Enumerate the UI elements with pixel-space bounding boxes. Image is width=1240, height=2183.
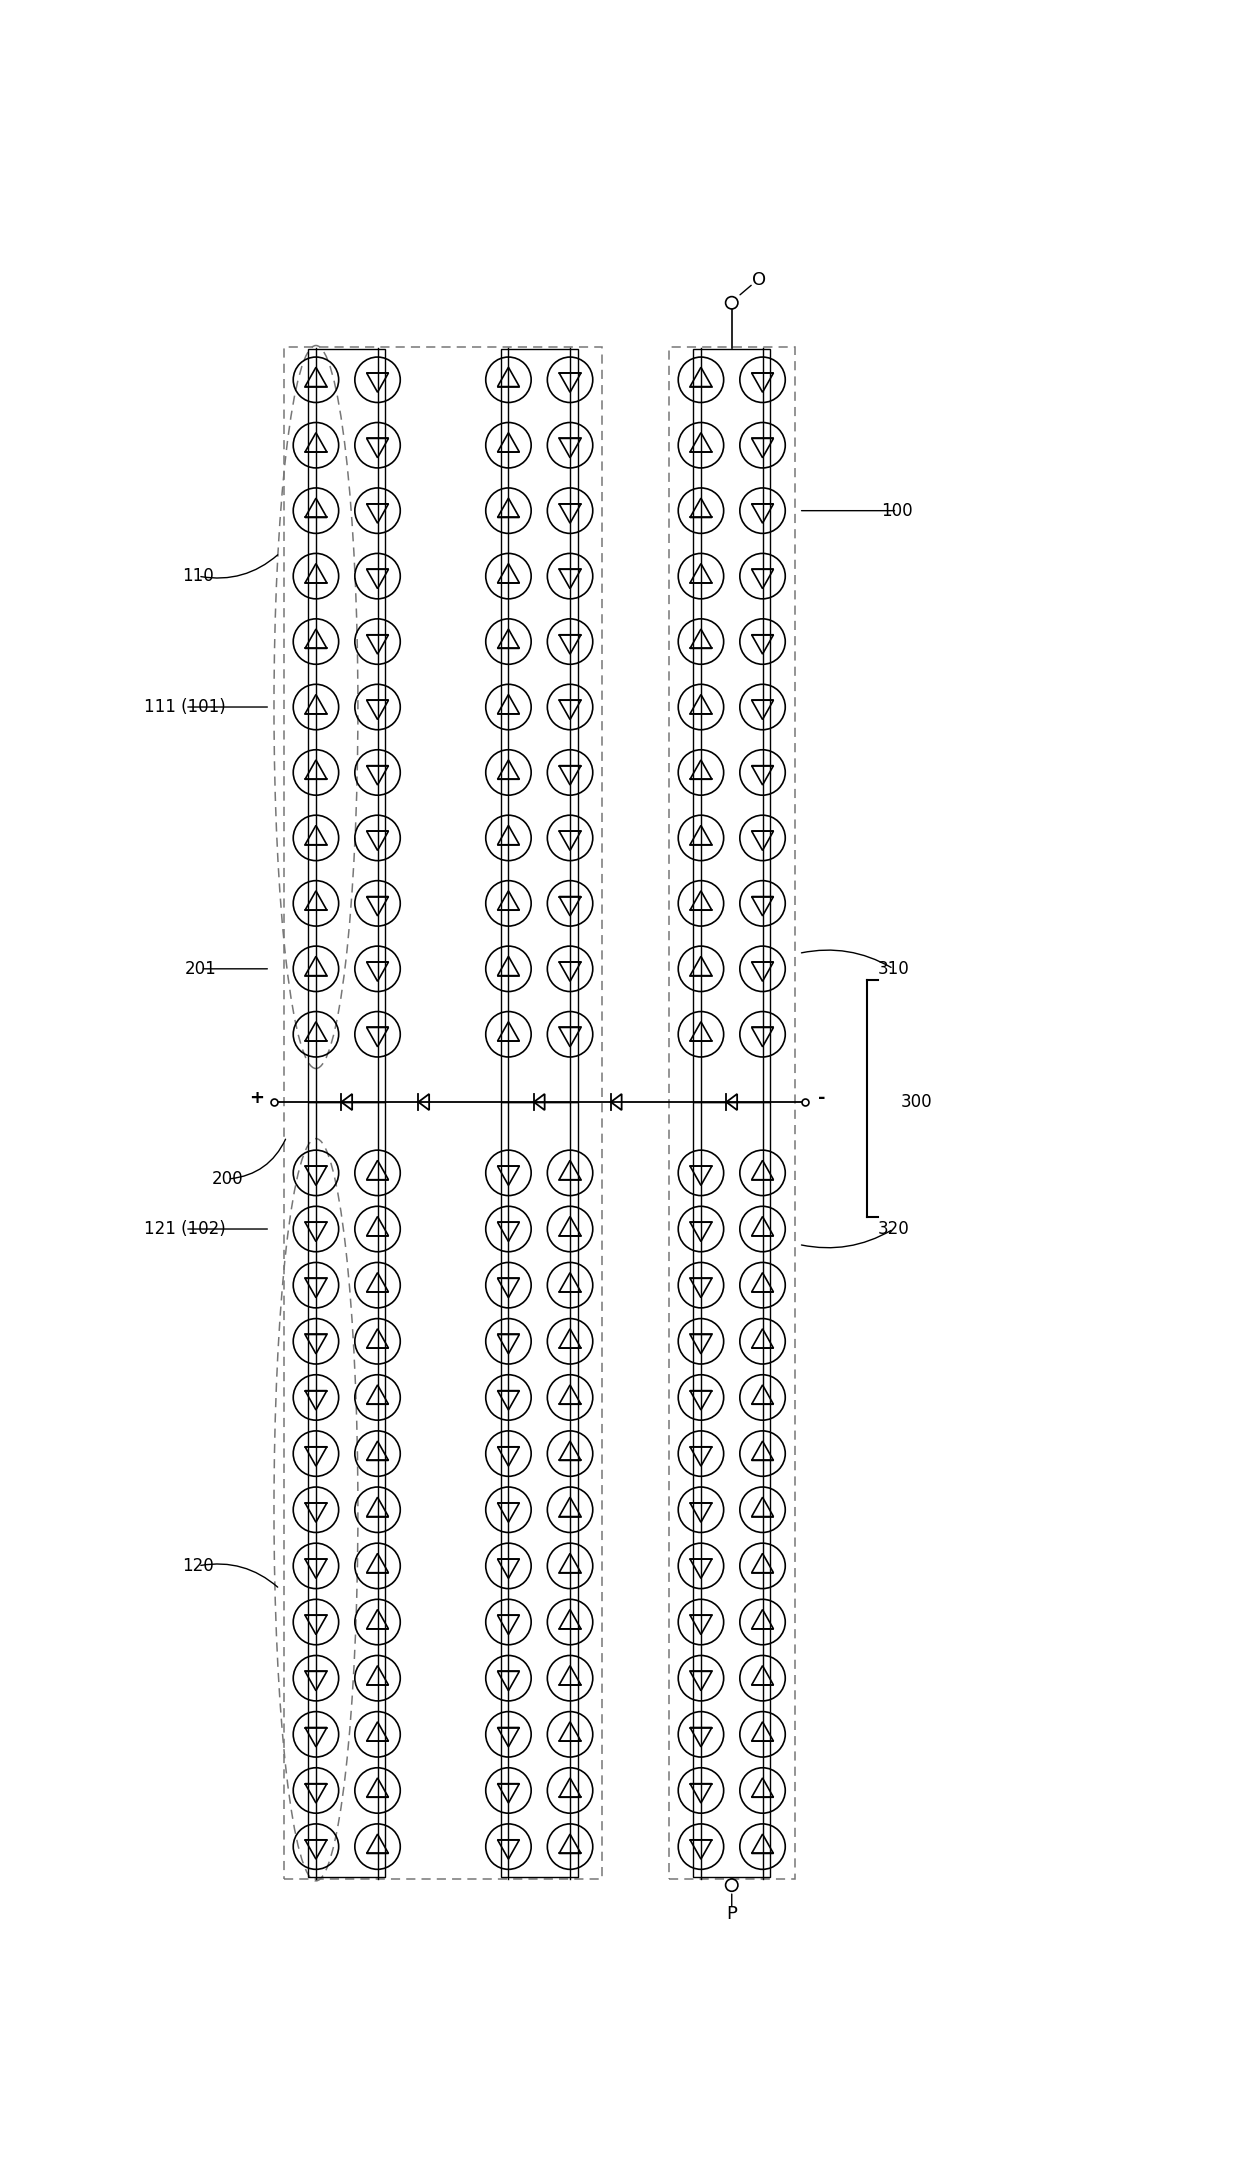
Text: 300: 300 xyxy=(901,1094,932,1111)
Text: 100: 100 xyxy=(882,502,913,520)
Text: 320: 320 xyxy=(878,1220,909,1238)
Text: O: O xyxy=(751,271,766,288)
Text: P: P xyxy=(727,1904,738,1923)
Text: 200: 200 xyxy=(212,1170,243,1188)
Text: +: + xyxy=(249,1089,264,1107)
Text: 201: 201 xyxy=(185,961,216,978)
Text: 110: 110 xyxy=(182,568,215,585)
Bar xyxy=(309,1102,386,1877)
Circle shape xyxy=(725,1880,738,1890)
Text: 120: 120 xyxy=(182,1556,215,1574)
Text: 310: 310 xyxy=(878,961,909,978)
Bar xyxy=(693,1102,770,1877)
Circle shape xyxy=(725,297,738,310)
Text: 111 (101): 111 (101) xyxy=(144,699,226,716)
Text: -: - xyxy=(818,1089,826,1107)
Bar xyxy=(309,349,386,1102)
Text: 121 (102): 121 (102) xyxy=(144,1220,226,1238)
Bar xyxy=(501,349,578,1102)
Bar xyxy=(668,347,795,1880)
Bar xyxy=(284,347,603,1880)
Bar xyxy=(693,349,770,1102)
Bar xyxy=(501,1102,578,1877)
